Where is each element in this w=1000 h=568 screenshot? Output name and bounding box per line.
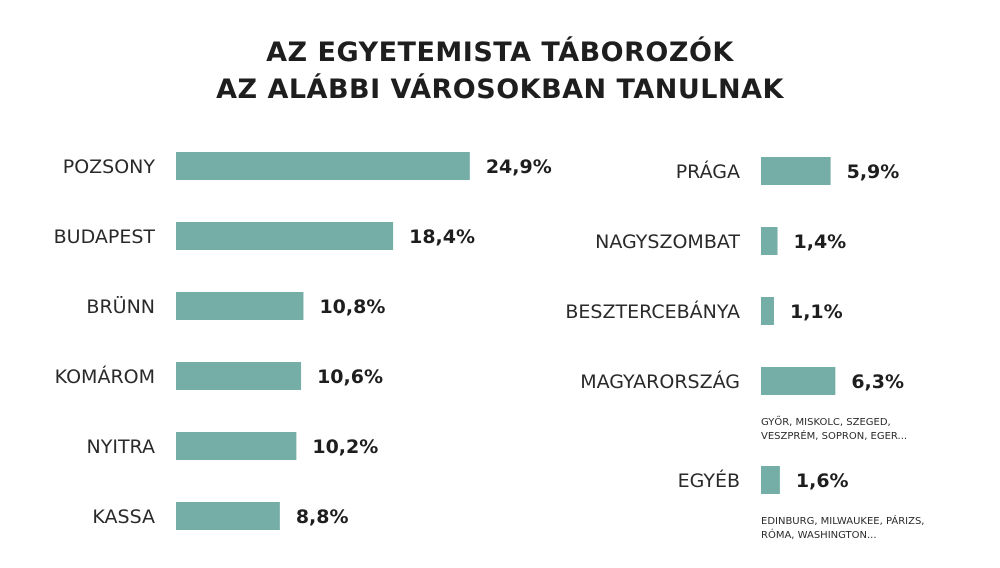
category-label-brunn: BRÜNN bbox=[86, 295, 155, 318]
value-label-praga: 5,9% bbox=[847, 161, 900, 183]
value-label-pozsony: 24,9% bbox=[486, 156, 552, 178]
bar-pozsony bbox=[176, 152, 470, 180]
bar-nagyszombat bbox=[761, 227, 778, 255]
annotation-magyarorszag-line-1: GYŐR, MISKOLC, SZEGED, bbox=[761, 414, 891, 428]
value-label-brunn: 10,8% bbox=[319, 296, 385, 318]
chart-title-line-1: AZ EGYETEMISTA TÁBOROZÓK bbox=[266, 37, 734, 68]
category-label-nagyszombat: NAGYSZOMBAT bbox=[595, 231, 740, 253]
bar-praga bbox=[761, 157, 831, 185]
bar-brunn bbox=[176, 292, 304, 320]
value-label-magyarorszag: 6,3% bbox=[851, 371, 904, 393]
chart-title: AZ EGYETEMISTA TÁBOROZÓK AZ ALÁBBI VÁROS… bbox=[0, 34, 1000, 108]
bar-magyarorszag bbox=[761, 367, 836, 395]
annotation-egyeb-line-2: RÓMA, WASHINGTON... bbox=[761, 528, 877, 541]
category-label-komarom: KOMÁROM bbox=[55, 365, 155, 388]
category-label-nyitra: NYITRA bbox=[87, 436, 155, 458]
annotation-magyarorszag-line-2: VESZPRÉM, SOPRON, EGER... bbox=[761, 429, 907, 442]
value-label-budapest: 18,4% bbox=[409, 226, 475, 248]
category-label-kassa: KASSA bbox=[92, 506, 155, 528]
bar-nyitra bbox=[176, 432, 297, 460]
chart-title-line-2: AZ ALÁBBI VÁROSOKBAN TANULNAK bbox=[216, 74, 784, 105]
bar-komarom bbox=[176, 362, 302, 390]
category-label-besztercebanya: BESZTERCEBÁNYA bbox=[565, 300, 740, 323]
bar-egyeb bbox=[761, 466, 780, 494]
category-label-magyarorszag: MAGYARORSZÁG bbox=[580, 370, 740, 393]
annotation-egyeb-line-1: EDINBURG, MILWAUKEE, PÁRIZS, bbox=[761, 514, 924, 527]
category-label-budapest: BUDAPEST bbox=[54, 226, 156, 248]
value-label-egyeb: 1,6% bbox=[796, 470, 849, 492]
value-label-komarom: 10,6% bbox=[317, 366, 383, 388]
category-label-praga: PRÁGA bbox=[676, 160, 740, 183]
bar-budapest bbox=[176, 222, 394, 250]
value-label-kassa: 8,8% bbox=[296, 506, 349, 528]
value-label-besztercebanya: 1,1% bbox=[790, 301, 843, 323]
bar-besztercebanya bbox=[761, 297, 774, 325]
category-label-egyeb: EGYÉB bbox=[678, 469, 740, 492]
bar-kassa bbox=[176, 502, 280, 530]
value-label-nyitra: 10,2% bbox=[312, 436, 378, 458]
category-label-pozsony: POZSONY bbox=[63, 156, 156, 178]
value-label-nagyszombat: 1,4% bbox=[794, 231, 847, 253]
